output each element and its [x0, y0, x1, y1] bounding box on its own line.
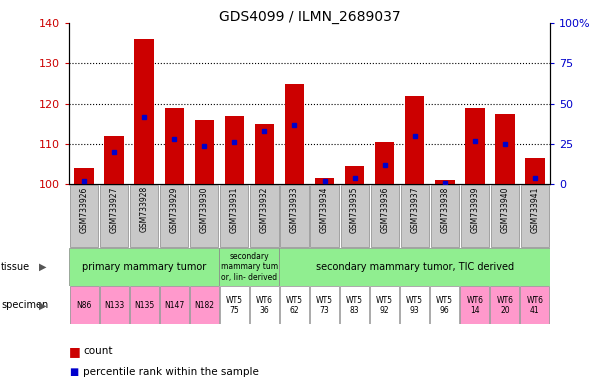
- Text: WT6
41: WT6 41: [526, 296, 543, 315]
- Text: WT5
62: WT5 62: [286, 296, 303, 315]
- FancyBboxPatch shape: [460, 286, 489, 324]
- Text: ■: ■: [69, 367, 78, 377]
- Bar: [525, 158, 545, 184]
- Text: N86: N86: [76, 301, 92, 310]
- Text: WT6
14: WT6 14: [466, 296, 483, 315]
- FancyBboxPatch shape: [461, 185, 489, 247]
- Text: ▶: ▶: [39, 262, 46, 272]
- FancyBboxPatch shape: [191, 185, 218, 247]
- FancyBboxPatch shape: [219, 248, 279, 286]
- Text: GSM733940: GSM733940: [501, 186, 509, 233]
- FancyBboxPatch shape: [491, 185, 519, 247]
- Text: primary mammary tumor: primary mammary tumor: [82, 262, 206, 272]
- Bar: [465, 108, 484, 184]
- FancyBboxPatch shape: [341, 185, 368, 247]
- Text: secondary mammary tumor, TIC derived: secondary mammary tumor, TIC derived: [316, 262, 514, 272]
- FancyBboxPatch shape: [520, 286, 549, 324]
- FancyBboxPatch shape: [221, 185, 248, 247]
- FancyBboxPatch shape: [160, 185, 188, 247]
- Bar: [225, 116, 244, 184]
- Text: GSM733930: GSM733930: [200, 186, 209, 233]
- Bar: [315, 178, 334, 184]
- Text: GSM733941: GSM733941: [531, 186, 539, 233]
- Text: specimen: specimen: [1, 300, 49, 310]
- Text: WT5
92: WT5 92: [376, 296, 393, 315]
- Text: GSM733936: GSM733936: [380, 186, 389, 233]
- Text: WT5
93: WT5 93: [406, 296, 423, 315]
- Text: GSM733939: GSM733939: [471, 186, 479, 233]
- Bar: [255, 124, 274, 184]
- Text: GSM733932: GSM733932: [260, 186, 269, 233]
- Bar: [105, 136, 124, 184]
- Text: N147: N147: [164, 301, 185, 310]
- Text: GSM733937: GSM733937: [410, 186, 419, 233]
- FancyBboxPatch shape: [250, 286, 279, 324]
- Text: tissue: tissue: [1, 262, 30, 272]
- Text: N182: N182: [194, 301, 215, 310]
- FancyBboxPatch shape: [70, 185, 98, 247]
- Text: GSM733928: GSM733928: [140, 186, 148, 232]
- Bar: [75, 168, 94, 184]
- Bar: [195, 120, 214, 184]
- Text: GSM733927: GSM733927: [110, 186, 118, 233]
- FancyBboxPatch shape: [431, 185, 459, 247]
- Text: WT6
20: WT6 20: [496, 296, 513, 315]
- Bar: [495, 114, 514, 184]
- Bar: [405, 96, 424, 184]
- FancyBboxPatch shape: [430, 286, 459, 324]
- FancyBboxPatch shape: [521, 185, 549, 247]
- Text: GSM733938: GSM733938: [441, 186, 449, 233]
- Text: WT5
73: WT5 73: [316, 296, 333, 315]
- FancyBboxPatch shape: [490, 286, 519, 324]
- FancyBboxPatch shape: [340, 286, 369, 324]
- Text: WT5
96: WT5 96: [436, 296, 453, 315]
- FancyBboxPatch shape: [280, 286, 309, 324]
- Text: count: count: [83, 346, 112, 356]
- FancyBboxPatch shape: [370, 286, 399, 324]
- Text: N135: N135: [134, 301, 154, 310]
- Text: WT6
36: WT6 36: [256, 296, 273, 315]
- FancyBboxPatch shape: [311, 185, 338, 247]
- FancyBboxPatch shape: [130, 286, 159, 324]
- FancyBboxPatch shape: [310, 286, 339, 324]
- Text: ▶: ▶: [39, 300, 46, 310]
- Text: GSM733931: GSM733931: [230, 186, 239, 233]
- Bar: [375, 142, 394, 184]
- FancyBboxPatch shape: [401, 185, 429, 247]
- FancyBboxPatch shape: [160, 286, 189, 324]
- Text: WT5
75: WT5 75: [226, 296, 243, 315]
- FancyBboxPatch shape: [69, 248, 219, 286]
- FancyBboxPatch shape: [400, 286, 429, 324]
- FancyBboxPatch shape: [220, 286, 249, 324]
- Text: GDS4099 / ILMN_2689037: GDS4099 / ILMN_2689037: [219, 10, 400, 23]
- Text: percentile rank within the sample: percentile rank within the sample: [83, 367, 259, 377]
- FancyBboxPatch shape: [371, 185, 398, 247]
- FancyBboxPatch shape: [70, 286, 99, 324]
- Text: ■: ■: [69, 345, 81, 358]
- FancyBboxPatch shape: [190, 286, 219, 324]
- Text: secondary
mammary tum
or, lin- derived: secondary mammary tum or, lin- derived: [221, 252, 278, 282]
- Text: WT5
83: WT5 83: [346, 296, 363, 315]
- Bar: [345, 166, 364, 184]
- FancyBboxPatch shape: [100, 286, 129, 324]
- Text: GSM733935: GSM733935: [350, 186, 359, 233]
- Text: GSM733926: GSM733926: [80, 186, 88, 233]
- Bar: [435, 180, 454, 184]
- FancyBboxPatch shape: [100, 185, 128, 247]
- Text: GSM733933: GSM733933: [290, 186, 299, 233]
- FancyBboxPatch shape: [281, 185, 308, 247]
- Bar: [285, 84, 304, 184]
- Bar: [135, 39, 154, 184]
- FancyBboxPatch shape: [130, 185, 158, 247]
- FancyBboxPatch shape: [251, 185, 278, 247]
- Text: GSM733929: GSM733929: [170, 186, 178, 233]
- Text: GSM733934: GSM733934: [320, 186, 329, 233]
- Bar: [165, 108, 184, 184]
- Text: N133: N133: [104, 301, 124, 310]
- FancyBboxPatch shape: [279, 248, 550, 286]
